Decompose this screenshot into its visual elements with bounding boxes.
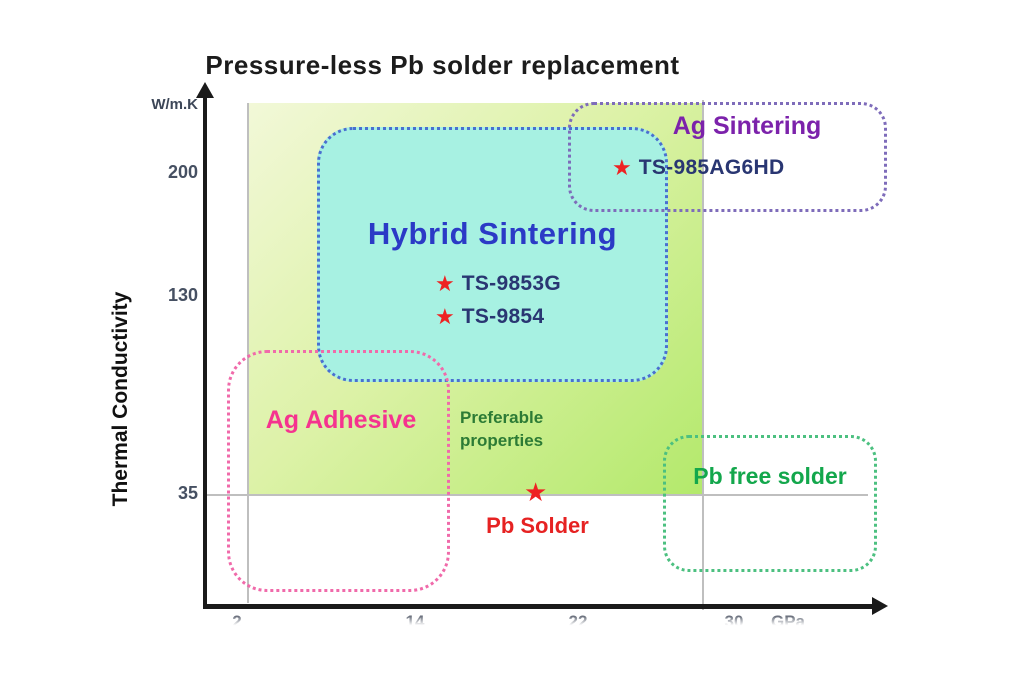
x-axis-arrow-icon <box>872 597 888 615</box>
x-tick-30: 30 <box>724 612 744 626</box>
preferable-line-2: properties <box>460 431 544 450</box>
region-ag-sintering <box>568 102 887 212</box>
x-axis-unit: GPa <box>770 612 806 626</box>
chart-title: Pressure-less Pb solder replacement <box>205 50 680 80</box>
data-point-ts9853g: ★ TS-9853G <box>435 272 561 296</box>
ref-line-x2 <box>247 103 249 603</box>
region-label-ag-adhesive: Ag Adhesive <box>265 406 417 434</box>
region-label-hybrid-sintering: Hybrid Sintering <box>367 216 618 251</box>
y-axis-line <box>203 95 207 609</box>
y-axis-title: Thermal Conductivity <box>109 291 132 507</box>
preferable-properties-label: Preferable properties <box>460 406 590 452</box>
x-tick-22: 22 <box>568 612 588 626</box>
x-tick-14: 14 <box>405 612 425 626</box>
ref-line-x30 <box>702 100 704 610</box>
data-point-label: TS-9853G <box>461 272 562 295</box>
x-axis-tick-strip: 2 14 22 30 GPa <box>0 612 1024 626</box>
star-icon: ★ <box>435 271 455 296</box>
x-axis-line <box>203 604 879 609</box>
region-label-ag-sintering: Ag Sintering <box>672 112 822 140</box>
data-point-label-pb-solder: Pb Solder <box>486 513 589 538</box>
y-tick-130: 130 <box>167 285 198 305</box>
star-icon: ★ <box>524 477 548 507</box>
star-icon: ★ <box>435 304 455 329</box>
region-pb-free-solder <box>663 435 877 572</box>
y-axis-unit: W/m.K <box>151 96 198 113</box>
data-point-label: TS-9854 <box>461 305 545 328</box>
region-ag-adhesive <box>227 350 450 592</box>
star-icon: ★ <box>612 155 632 180</box>
y-tick-200: 200 <box>167 162 198 182</box>
data-point-ts9854: ★ TS-9854 <box>435 305 544 329</box>
data-point-ts985ag6hd: ★ TS-985AG6HD <box>612 156 784 180</box>
ref-line-y35 <box>205 494 868 496</box>
x-tick-2: 2 <box>232 612 242 626</box>
region-label-pb-free-solder: Pb free solder <box>693 463 847 489</box>
region-hybrid-sintering <box>317 127 668 382</box>
data-point-label: TS-985AG6HD <box>638 156 785 179</box>
y-tick-35: 35 <box>177 483 198 503</box>
preferable-line-1: Preferable <box>460 408 544 427</box>
y-axis-arrow-icon <box>196 82 214 98</box>
